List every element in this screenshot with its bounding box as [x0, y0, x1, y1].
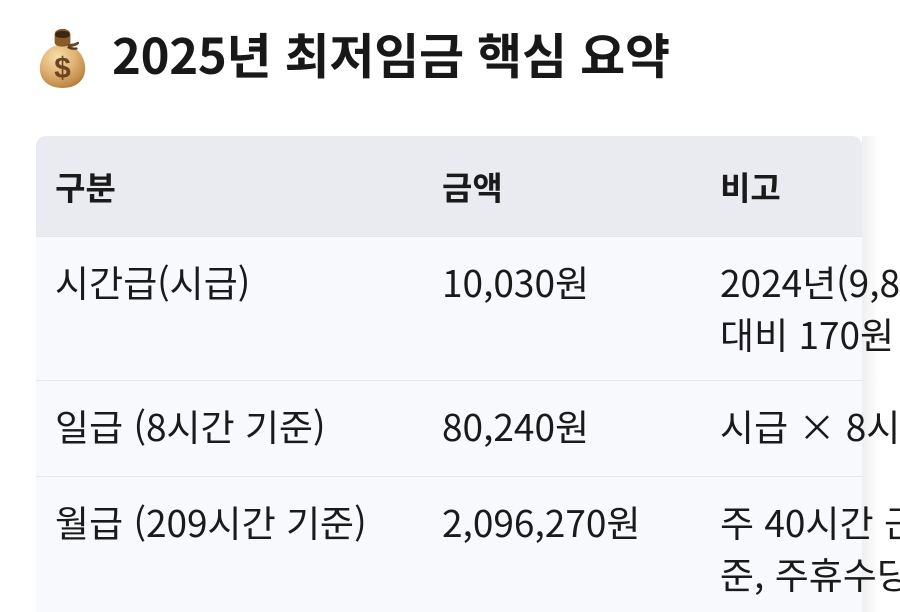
svg-text:$: $: [54, 52, 71, 85]
